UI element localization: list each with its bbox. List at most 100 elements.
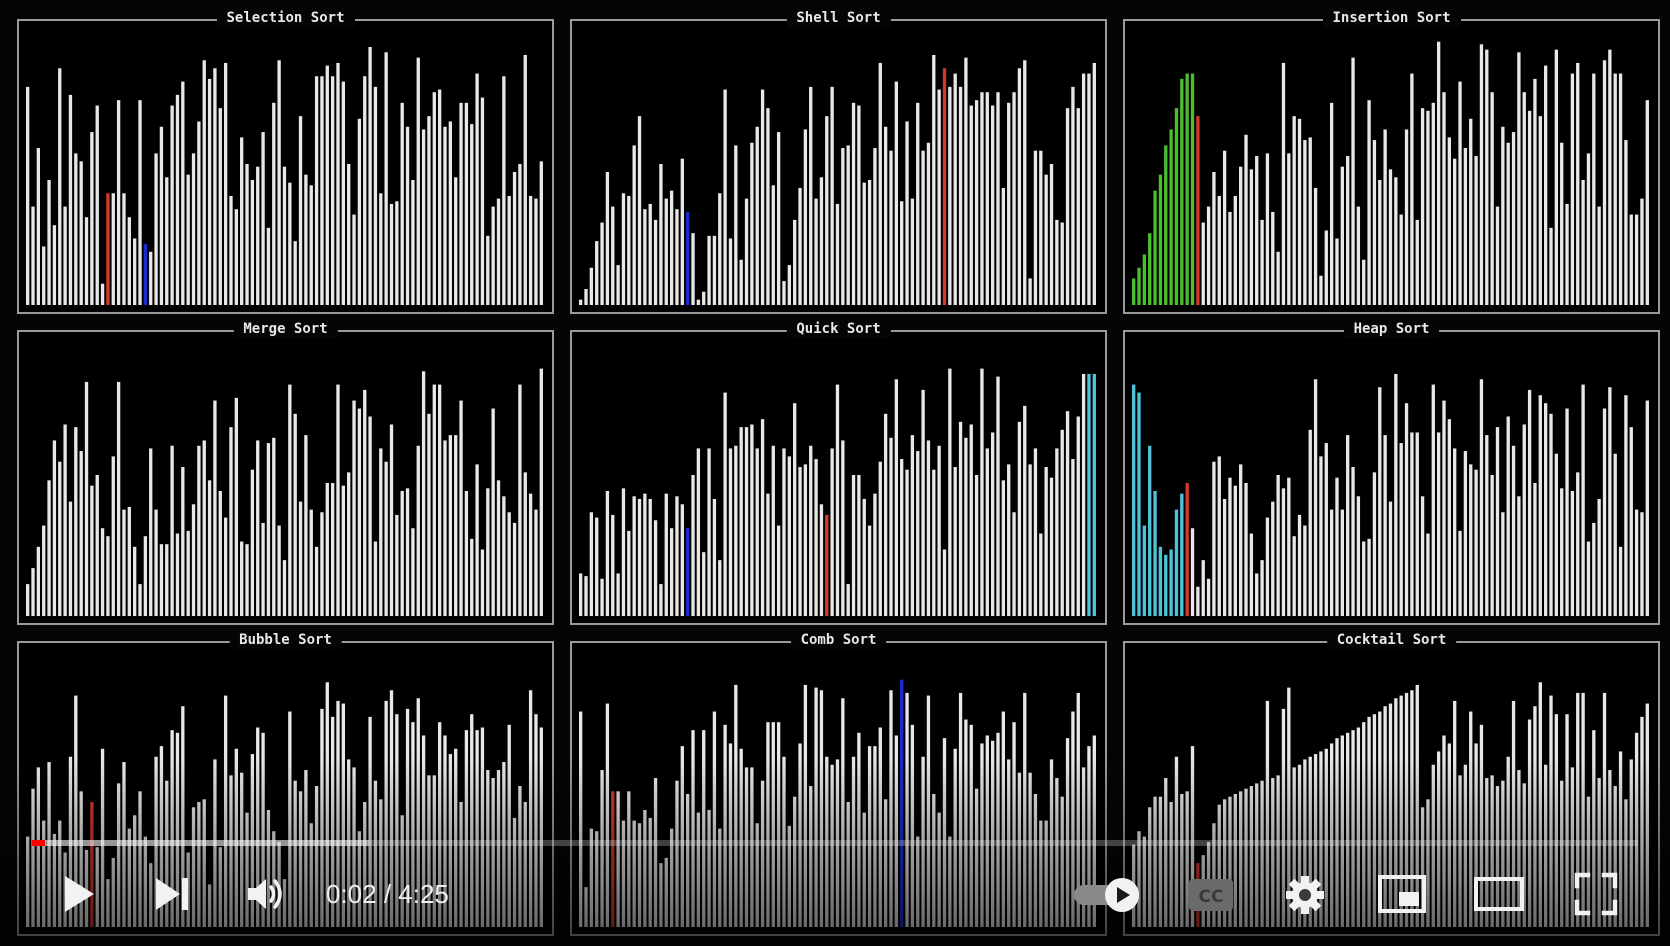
bar <box>223 517 228 616</box>
bar <box>42 246 46 305</box>
bar <box>539 161 543 305</box>
bar <box>191 153 196 305</box>
bar <box>1081 373 1086 616</box>
bar <box>1044 467 1048 616</box>
bar <box>1474 469 1478 616</box>
bar <box>948 836 952 927</box>
settings-button[interactable] <box>1282 872 1328 918</box>
bar <box>1065 108 1070 305</box>
bar <box>702 730 706 927</box>
bar <box>1281 62 1286 305</box>
bar <box>1506 416 1510 616</box>
bar <box>1153 796 1157 927</box>
bar <box>1265 517 1270 616</box>
autoplay-toggle[interactable] <box>1072 876 1144 914</box>
bar <box>1319 456 1323 616</box>
bar <box>518 786 522 927</box>
bar <box>293 413 297 616</box>
bar <box>31 788 35 927</box>
bar <box>1196 586 1200 616</box>
bar <box>507 512 511 616</box>
miniplayer-button[interactable] <box>1376 872 1428 916</box>
bar <box>632 145 636 305</box>
bar <box>213 68 217 305</box>
bar <box>1431 384 1435 616</box>
bar <box>1404 129 1409 305</box>
bar <box>1479 44 1484 305</box>
bar <box>932 469 936 616</box>
fullscreen-button[interactable] <box>1572 870 1620 918</box>
bar <box>502 496 506 616</box>
bar <box>36 767 41 927</box>
panel-title: Shell Sort <box>786 9 891 27</box>
bar <box>1212 172 1216 305</box>
bar <box>953 748 957 927</box>
miniplayer-icon <box>1378 875 1426 913</box>
bar <box>411 179 415 305</box>
bar <box>1560 142 1564 305</box>
bar <box>1533 706 1537 927</box>
bar <box>357 408 362 616</box>
bar <box>1527 110 1532 305</box>
bar <box>116 783 121 927</box>
bar <box>739 748 743 927</box>
bar <box>798 743 802 927</box>
bar <box>595 241 599 305</box>
bar <box>470 124 474 306</box>
bar <box>696 299 701 305</box>
bar <box>1495 206 1500 305</box>
bar-highlight-cyan <box>1148 445 1152 616</box>
mute-button[interactable] <box>242 872 292 916</box>
bar <box>723 724 727 927</box>
theater-mode-button[interactable] <box>1472 872 1526 916</box>
bar <box>389 424 394 616</box>
bar <box>1634 509 1639 616</box>
bar <box>1292 116 1296 305</box>
bar <box>207 480 212 616</box>
progress-bar[interactable] <box>32 840 1638 846</box>
bar <box>1383 129 1387 305</box>
bar <box>964 719 968 927</box>
bar <box>1239 791 1243 927</box>
bar-highlight-green <box>1190 73 1195 305</box>
bar <box>1394 177 1398 305</box>
bar <box>26 836 30 927</box>
bar <box>1271 778 1275 927</box>
bar <box>793 219 797 305</box>
bar <box>470 714 474 927</box>
bar <box>814 687 818 927</box>
bar <box>432 92 436 305</box>
bar <box>1164 778 1168 927</box>
bar <box>964 57 968 306</box>
bar <box>47 480 51 616</box>
bar <box>1624 395 1628 616</box>
bar <box>165 177 169 305</box>
next-button[interactable] <box>148 872 196 916</box>
bar <box>782 448 786 616</box>
bar <box>600 770 604 927</box>
captions-button[interactable]: CC <box>1186 876 1236 914</box>
bar <box>873 493 877 616</box>
bar <box>304 435 308 616</box>
bar <box>1490 92 1494 305</box>
play-button[interactable] <box>54 870 104 918</box>
bar <box>245 544 249 616</box>
bar <box>1362 722 1366 927</box>
bar <box>405 126 410 305</box>
bar <box>491 206 495 305</box>
bar <box>1297 118 1302 305</box>
bar-highlight-green <box>1142 254 1147 305</box>
bar <box>68 501 73 616</box>
bar <box>320 512 324 616</box>
bar <box>1244 788 1248 927</box>
bar <box>696 448 701 616</box>
bar <box>707 809 711 927</box>
bar <box>980 743 984 927</box>
bar <box>1340 166 1344 305</box>
bar <box>379 448 383 616</box>
bar <box>320 76 324 305</box>
bar <box>1388 169 1393 305</box>
bar <box>643 209 647 305</box>
bar <box>100 283 105 305</box>
